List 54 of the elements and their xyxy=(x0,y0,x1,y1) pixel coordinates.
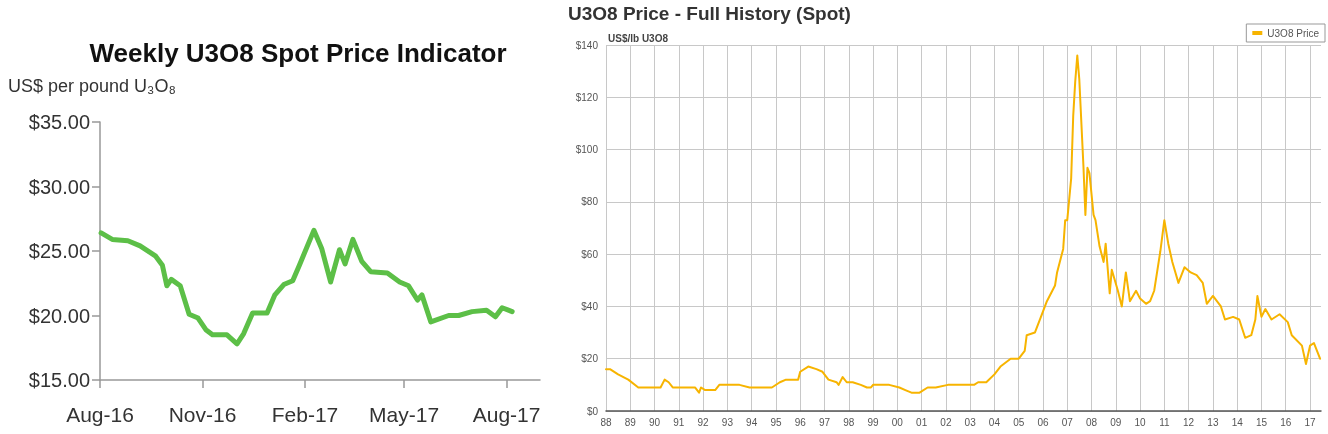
x-tick-label: 10 xyxy=(1134,416,1147,428)
legend-label: U3O8 Price xyxy=(1267,27,1320,39)
x-tick-label: 13 xyxy=(1207,416,1219,428)
x-tick-label: 14 xyxy=(1231,416,1244,428)
y-tick-label: $80 xyxy=(581,196,599,208)
y-tick-label: $140 xyxy=(575,39,599,51)
x-tick-label: 89 xyxy=(624,416,637,428)
x-tick-label: 98 xyxy=(843,416,855,428)
y-tick-label: $120 xyxy=(575,91,599,103)
line-series xyxy=(605,54,1322,394)
x-tick-label: 91 xyxy=(673,416,685,428)
x-tick-label: May-17 xyxy=(369,403,440,426)
x-tick-label: 16 xyxy=(1280,416,1292,428)
chart-title: Weekly U3O8 Spot Price Indicator xyxy=(89,38,507,68)
x-tick-label: 02 xyxy=(940,416,952,428)
chart-title: U3O8 Price - Full History (Spot) xyxy=(568,3,851,24)
x-tick-label: 15 xyxy=(1255,416,1268,428)
y-tick-label: $30.00 xyxy=(28,175,90,198)
x-tick-label: 05 xyxy=(1013,416,1025,428)
y-tick-label: $20.00 xyxy=(28,304,90,327)
x-tick-label: 94 xyxy=(746,416,758,428)
y-axis-title: US$/lb U3O8 xyxy=(608,32,669,44)
x-tick-label: 09 xyxy=(1110,416,1122,428)
y-tick-label: $40 xyxy=(581,300,599,312)
x-tick-label: 06 xyxy=(1037,416,1049,428)
x-tick-label: Nov-16 xyxy=(168,403,237,426)
y-tick-label: $15.00 xyxy=(28,369,90,391)
x-tick-label: 12 xyxy=(1183,416,1195,428)
x-tick-label: 97 xyxy=(818,416,831,428)
y-tick-label: $35.00 xyxy=(28,111,90,133)
x-tick-label: 95 xyxy=(770,416,782,428)
y-tick-label: $25.00 xyxy=(28,240,90,262)
x-tick-label: 01 xyxy=(916,416,928,428)
x-tick-label: 00 xyxy=(891,416,904,428)
y-tick-label: $100 xyxy=(575,144,599,156)
y-tick-label: $0 xyxy=(586,405,599,417)
x-tick-label: 93 xyxy=(721,416,734,428)
y-tick-label: $20 xyxy=(581,353,599,365)
x-tick-label: 03 xyxy=(964,416,977,428)
x-tick-label: 17 xyxy=(1304,416,1317,428)
x-tick-label: Feb-17 xyxy=(271,403,339,426)
x-tick-label: 11 xyxy=(1159,416,1170,428)
x-tick-label: 99 xyxy=(867,416,880,428)
x-tick-label: 90 xyxy=(649,416,661,428)
y-axis-title: US$ per pound U₃O₈ xyxy=(8,76,176,96)
x-tick-label: 92 xyxy=(697,416,710,428)
x-tick-label: 04 xyxy=(988,416,1001,428)
x-tick-label: Aug-17 xyxy=(472,403,541,426)
x-tick-label: 07 xyxy=(1061,416,1074,428)
x-tick-label: Aug-16 xyxy=(66,403,134,426)
y-tick-label: $60 xyxy=(581,248,599,260)
x-tick-label: 88 xyxy=(600,416,612,428)
x-tick-label: 96 xyxy=(794,416,807,428)
x-tick-label: 08 xyxy=(1085,416,1098,428)
